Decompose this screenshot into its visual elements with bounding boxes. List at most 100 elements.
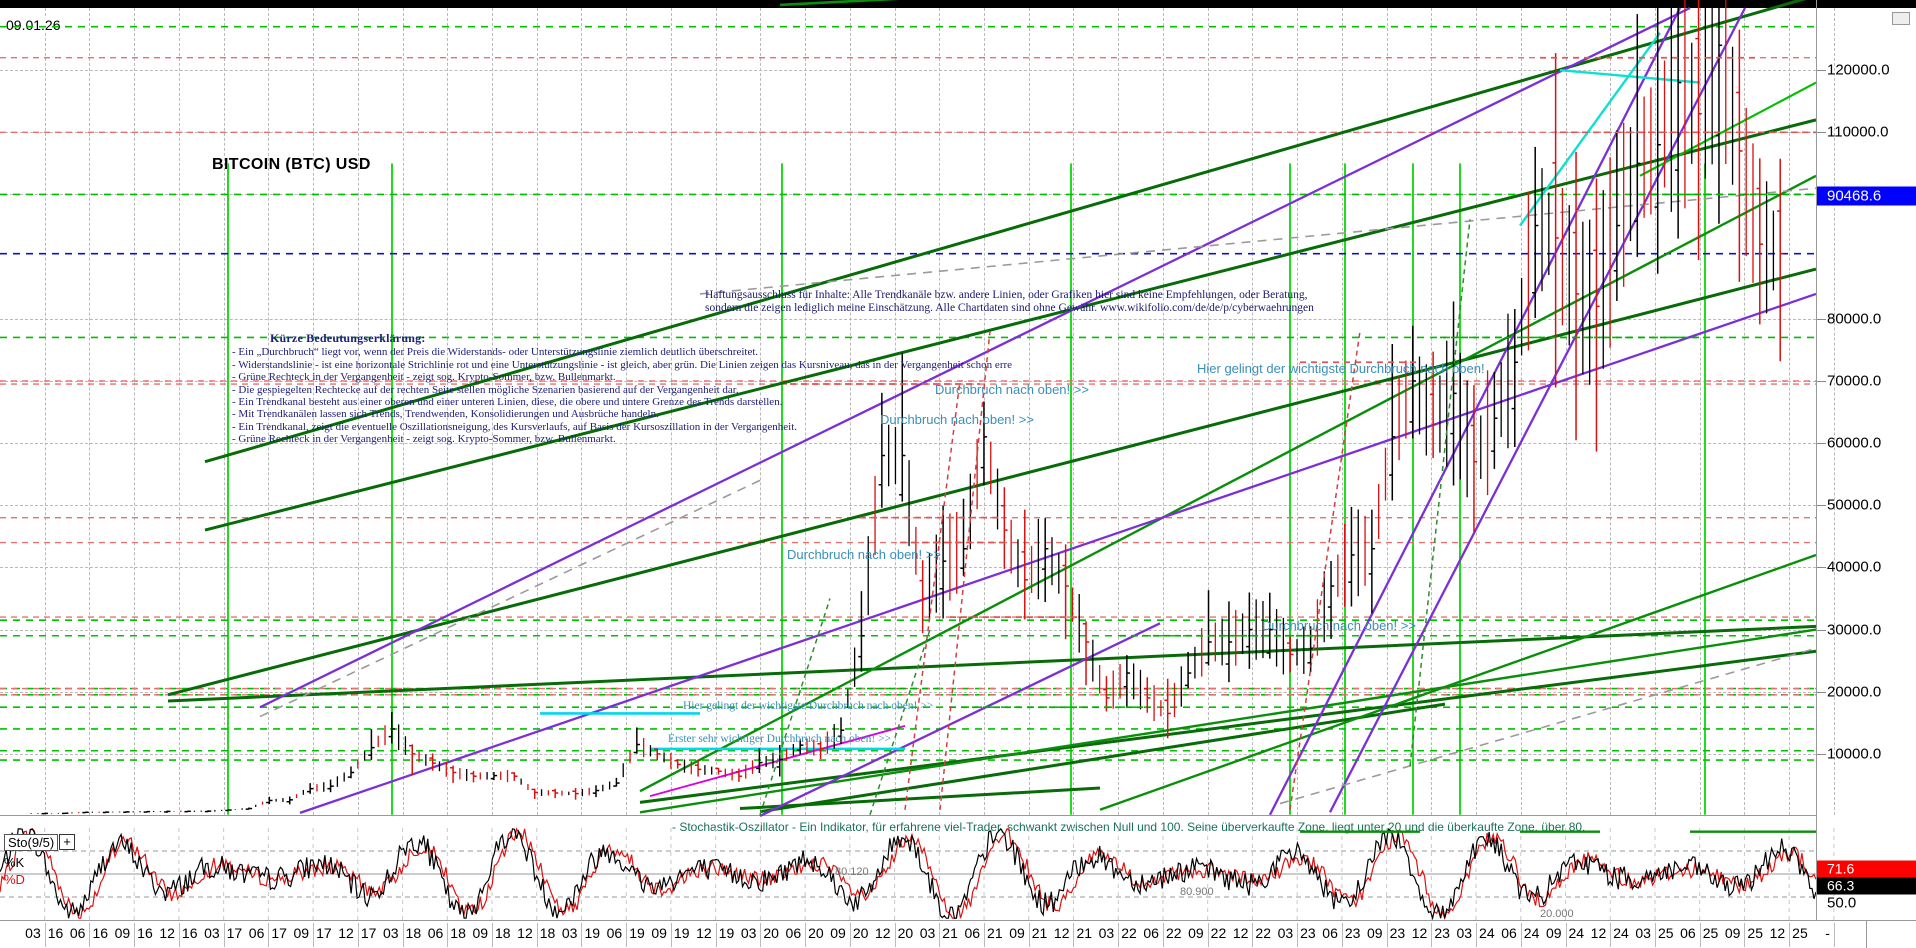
- date-axis-separator: [1744, 923, 1746, 947]
- chart-annotation: Durchbruch nach oben! >>: [1262, 618, 1416, 633]
- price-axis-tick: [1817, 132, 1826, 134]
- date-axis-separator: [715, 923, 717, 947]
- date-axis-month: 03: [740, 925, 757, 941]
- date-axis-month: 12: [1769, 925, 1786, 941]
- date-axis-year: 24: [1479, 925, 1495, 941]
- stoch-k-line: [0, 827, 1817, 921]
- candlestick-series: [30, 0, 1784, 815]
- date-axis-separator: [805, 923, 807, 947]
- date-axis-separator: [1073, 923, 1075, 947]
- date-axis-year: 25: [1657, 925, 1674, 941]
- date-axis-month: 12: [1411, 925, 1428, 941]
- date-axis-month: 03: [204, 925, 220, 941]
- legend-row: - Die gespiegelten Rechtecke auf der rec…: [232, 383, 739, 396]
- date-axis-year: 18: [495, 925, 511, 941]
- date-axis-month: 09: [114, 925, 131, 941]
- price-axis-label: 120000.0: [1827, 61, 1890, 79]
- legend-row: - Ein Trendkanal, zeigt die eventuelle O…: [232, 420, 798, 433]
- date-axis-year: 17: [360, 925, 377, 941]
- date-axis-year: 21: [1031, 925, 1048, 941]
- stoch-k-value-flag: 66.3: [1817, 877, 1916, 895]
- date-axis-month: 12: [1053, 925, 1070, 941]
- date-axis-separator: [89, 923, 91, 947]
- date-axis-separator: [1386, 923, 1388, 947]
- date-axis-separator: [1297, 923, 1299, 947]
- price-axis[interactable]: 120000.0110000.0100000.080000.070000.060…: [1816, 0, 1916, 920]
- chart-annotation: Erster sehr wichtiger Durchbruch nach ob…: [668, 733, 892, 745]
- price-axis-label: 80000.0: [1827, 310, 1882, 328]
- current-price-flag: 90468.6: [1817, 186, 1916, 206]
- legend-explanation-box: Kürze Bedeutungserklärung: - Ein „Durchb…: [232, 332, 1012, 446]
- disclaimer-text: Haftungsausschluss für Inhalte: Alle Tre…: [705, 289, 1445, 314]
- date-axis-separator: [402, 923, 404, 947]
- date-axis-year: 19: [718, 925, 735, 941]
- date-axis-year: 24: [1613, 925, 1629, 941]
- date-axis-separator: [581, 923, 583, 947]
- date-axis-year: 17: [316, 925, 332, 941]
- date-axis-month: 06: [69, 925, 86, 941]
- series-label-d: %D: [4, 872, 25, 887]
- legend-row: - Grüne Rechteck in der Vergangenheit - …: [232, 371, 616, 384]
- price-axis-tick: [1817, 380, 1826, 382]
- page-title: BITCOIN (BTC) USD: [212, 156, 371, 173]
- axis-corner: [1866, 920, 1916, 948]
- date-axis-month: 06: [785, 925, 802, 941]
- date-axis-year: 16: [137, 925, 153, 941]
- current-date-label: 09.01.26: [4, 17, 63, 33]
- date-axis-separator: [178, 923, 180, 947]
- date-axis-month: 03: [1456, 925, 1473, 941]
- price-axis-tick: [1817, 567, 1826, 569]
- price-axis-label: 110000.0: [1827, 123, 1889, 141]
- date-axis-year: 21: [942, 925, 958, 941]
- date-axis[interactable]: 03 16 06 16 09 16 12 16 03 17 06 17 09 17 12 17 03 18 06 18…: [0, 920, 1916, 948]
- date-axis-year: 22: [1255, 925, 1271, 941]
- price-chart-panel[interactable]: 09.01.26 BITCOIN (BTC) USD Haftungsaussc…: [0, 0, 1835, 834]
- date-axis-month: 09: [1545, 925, 1562, 941]
- price-axis-label: 40000.0: [1827, 558, 1882, 576]
- date-axis-separator: [1833, 923, 1835, 947]
- date-axis-year: 25: [1702, 925, 1719, 941]
- date-axis-month: 09: [830, 925, 846, 941]
- date-axis-year: 17: [226, 925, 243, 941]
- date-axis-month: 09: [293, 925, 310, 941]
- price-axis-tick: [1817, 505, 1826, 507]
- date-axis-year: 20: [763, 925, 779, 941]
- chart-annotation: Hier gelingt der wichtigste Durchbruch n…: [683, 700, 934, 712]
- date-axis-month: 03: [382, 925, 399, 941]
- window-top-bar: [0, 0, 1916, 8]
- date-axis-separator: [536, 923, 538, 947]
- date-axis-year: 16: [92, 925, 109, 941]
- legend-row: - Ein Trendkanal besteht aus einer obere…: [232, 396, 783, 409]
- date-axis-year: 22: [1121, 925, 1137, 941]
- date-axis-month: 12: [159, 925, 175, 941]
- date-axis-separator: [492, 923, 494, 947]
- price-axis-tick: [1817, 629, 1826, 631]
- price-axis-tick: [1817, 753, 1826, 755]
- date-axis-month: 03: [1277, 925, 1294, 941]
- stochastic-series-canvas: [0, 827, 1835, 921]
- indicator-expand-button[interactable]: +: [59, 834, 75, 850]
- date-axis-separator: [1118, 923, 1120, 947]
- indicator-name-label[interactable]: Sto(9/5): [4, 834, 59, 851]
- date-axis-month: 06: [1680, 925, 1696, 941]
- date-axis-year: 22: [1165, 925, 1182, 941]
- date-axis-year: 24: [1523, 925, 1540, 941]
- date-axis-separator: [1162, 923, 1164, 947]
- date-axis-separator: [760, 923, 762, 947]
- stochastic-indicator-panel[interactable]: 80.120 80.900 20.000: [0, 827, 1835, 921]
- date-axis-year: 21: [987, 925, 1003, 941]
- date-axis-month: 09: [472, 925, 489, 941]
- chart-annotation: Durchbruch nach oben! >>: [880, 412, 1034, 427]
- collapse-icon[interactable]: [1892, 12, 1910, 25]
- date-axis-month: 03: [25, 925, 41, 941]
- date-axis-year: 23: [1344, 925, 1361, 941]
- date-axis-year: 17: [271, 925, 287, 941]
- date-axis-month: 06: [606, 925, 623, 941]
- date-axis-separator: [1476, 923, 1478, 947]
- date-axis-month: 06: [1322, 925, 1338, 941]
- date-axis-separator: [1654, 923, 1656, 947]
- date-axis-year: 24: [1568, 925, 1585, 941]
- date-axis-separator: [1252, 923, 1254, 947]
- date-axis-separator: [626, 923, 628, 947]
